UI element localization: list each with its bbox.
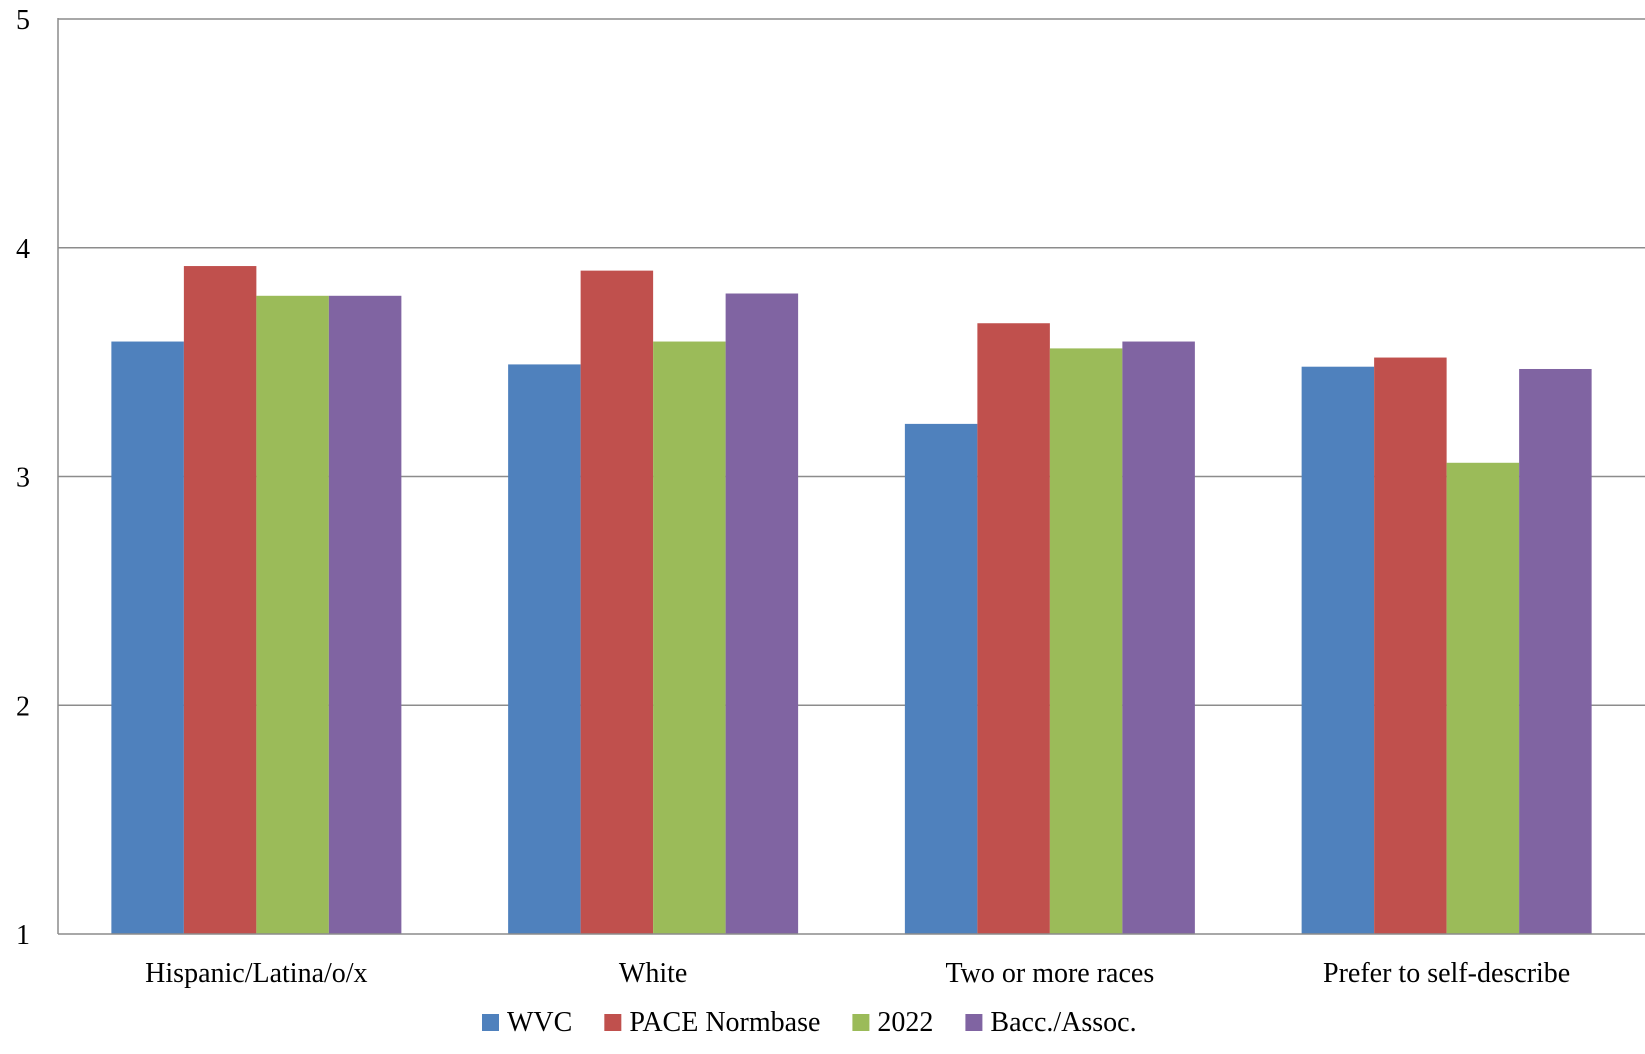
bar	[1049, 348, 1123, 934]
legend-swatch	[482, 1014, 499, 1031]
y-tick-labels: 1 2 3 4 5	[16, 5, 30, 951]
y-tick-label: 4	[16, 234, 30, 265]
legend-item: Bacc./Assoc.	[965, 1007, 1137, 1038]
y-tick-label: 1	[16, 920, 30, 951]
legend-item: 2022	[852, 1007, 933, 1038]
y-tick-label: 3	[16, 463, 30, 494]
legend-swatch	[965, 1014, 983, 1031]
x-tick-label: Two or more races	[946, 958, 1155, 989]
legend-label: PACE Normbase	[629, 1007, 820, 1038]
bar	[328, 295, 402, 935]
legend: WVC PACE Normbase 2022 Bacc./Assoc.	[482, 1007, 1137, 1038]
bar	[1374, 357, 1447, 934]
bar	[508, 364, 581, 935]
legend-label: WVC	[507, 1007, 572, 1038]
bar	[653, 341, 726, 935]
bar	[1446, 462, 1520, 934]
x-tick-label: White	[619, 958, 687, 989]
bar	[1122, 341, 1195, 935]
legend-swatch	[604, 1014, 622, 1031]
x-tick-labels: Hispanic/Latina/o/x White Two or more race…	[145, 958, 1570, 989]
y-tick-label: 5	[16, 5, 30, 36]
bar	[580, 270, 654, 934]
bar	[111, 341, 184, 935]
bar	[1519, 368, 1592, 934]
bar	[725, 293, 799, 934]
legend-label: 2022	[877, 1007, 933, 1038]
bar	[977, 323, 1050, 934]
bar	[904, 423, 978, 934]
bars	[111, 266, 1592, 935]
x-tick-label: Hispanic/Latina/o/x	[145, 958, 367, 989]
legend-label: Bacc./Assoc.	[990, 1007, 1136, 1038]
axes	[57, 18, 1645, 935]
bar	[1301, 366, 1375, 934]
bar	[256, 295, 329, 935]
y-tick-label: 2	[16, 691, 30, 722]
bar	[183, 266, 257, 934]
legend-swatch	[852, 1014, 870, 1031]
legend-item: WVC	[482, 1007, 572, 1038]
x-tick-label: Prefer to self-describe	[1323, 958, 1570, 989]
legend-item: PACE Normbase	[604, 1007, 820, 1038]
